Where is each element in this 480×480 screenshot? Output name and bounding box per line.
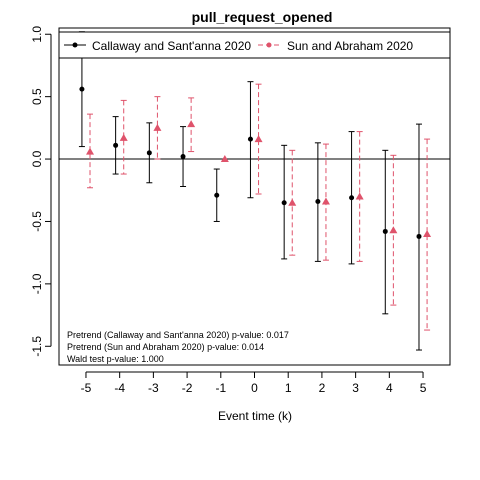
x-tick-label: -4 (114, 381, 125, 395)
x-tick-label: 2 (319, 381, 326, 395)
point-sa (86, 147, 95, 155)
y-tick-label: -1.5 (30, 336, 44, 357)
x-tick-label: 5 (420, 381, 427, 395)
point-sa (321, 197, 330, 205)
chart-title: pull_request_opened (192, 9, 333, 25)
y-tick-label: 1.0 (30, 26, 44, 43)
point-cs (146, 150, 152, 156)
legend-marker-sa (266, 42, 272, 48)
x-tick-label: -3 (148, 381, 159, 395)
point-sa (153, 123, 162, 131)
legend-box (58, 31, 451, 59)
x-tick-label: 4 (386, 381, 393, 395)
point-cs (214, 192, 220, 198)
annotation-text: Wald test p-value: 1.000 (67, 354, 164, 364)
point-sa (355, 192, 364, 200)
point-sa (119, 133, 128, 141)
y-tick-label: -0.5 (30, 211, 44, 232)
point-sa (423, 229, 432, 237)
x-tick-label: 0 (251, 381, 258, 395)
point-sa (288, 198, 297, 206)
point-cs (113, 142, 119, 148)
y-tick-label: -1.0 (30, 273, 44, 294)
y-tick-label: 0.0 (30, 150, 44, 167)
point-cs (349, 195, 355, 201)
y-tick-label: 0.5 (30, 88, 44, 105)
annotation-text: Pretrend (Sun and Abraham 2020) p-value:… (67, 342, 264, 352)
x-tick-label: -2 (182, 381, 193, 395)
point-cs (382, 228, 388, 234)
x-tick-label: -5 (81, 381, 92, 395)
annotation-text: Pretrend (Callaway and Sant'anna 2020) p… (67, 330, 289, 340)
legend-label-cs: Callaway and Sant'anna 2020 (92, 39, 251, 53)
point-cs (281, 200, 287, 206)
point-cs (416, 233, 422, 239)
x-axis-label: Event time (k) (218, 409, 292, 423)
point-cs (315, 198, 321, 204)
x-tick-label: 1 (285, 381, 292, 395)
point-cs (79, 86, 85, 92)
legend-marker-cs (72, 42, 78, 48)
point-cs (247, 136, 253, 142)
x-tick-label: 3 (352, 381, 359, 395)
point-sa (220, 155, 229, 163)
point-sa (389, 226, 398, 234)
plot-frame (58, 27, 451, 366)
point-sa (187, 120, 196, 128)
point-cs (180, 154, 186, 160)
point-sa (254, 135, 263, 143)
legend-label-sa: Sun and Abraham 2020 (287, 39, 413, 53)
x-tick-label: -1 (215, 381, 226, 395)
